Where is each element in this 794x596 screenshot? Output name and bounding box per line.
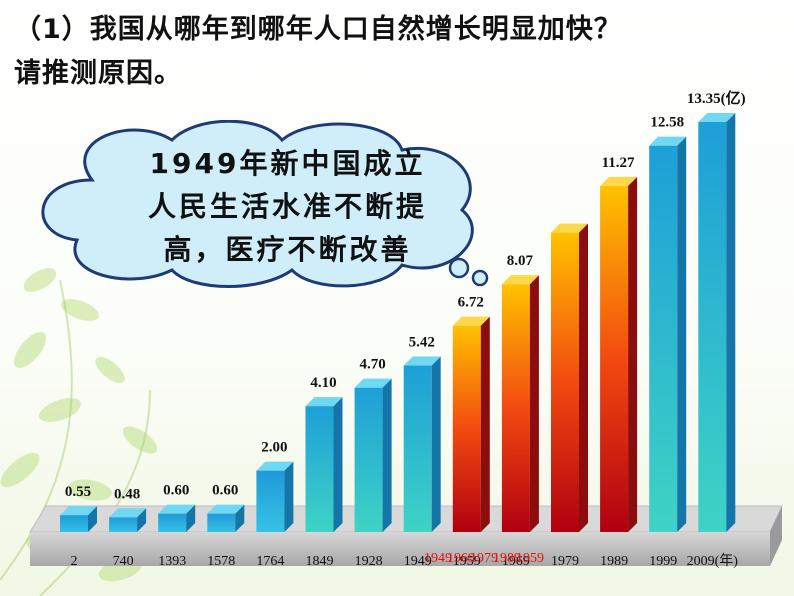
bar-front-1949	[403, 365, 432, 532]
question-text: （1）我国从哪年到哪年人口自然增长明显加快？ 请推测原因。	[14, 8, 784, 96]
highlight-year-1969: 1969	[447, 551, 475, 566]
bar-2009	[698, 113, 736, 532]
bar-1578	[207, 504, 245, 532]
callout-line-3: 高，医疗不断改善	[163, 233, 412, 266]
bar-front-1999	[649, 145, 678, 532]
value-label-1764: 2.00	[261, 440, 287, 456]
value-label-1578: 0.60	[212, 483, 238, 499]
bar-side-1979	[579, 223, 588, 532]
highlight-year-1979: 1979	[470, 551, 498, 566]
bar-front-1928	[354, 387, 383, 532]
value-label-1393: 0.60	[163, 483, 189, 499]
x-tick-1764: 1764	[256, 554, 284, 569]
value-label-1949: 5.42	[409, 335, 435, 351]
bar-side-740	[137, 508, 147, 532]
bar-front-740	[109, 517, 138, 532]
bar-1999	[649, 136, 687, 532]
highlight-year-1959: 1959	[516, 551, 544, 566]
question-line-1: （1）我国从哪年到哪年人口自然增长明显加快？	[14, 14, 622, 45]
bar-side-2009	[726, 113, 736, 532]
chart-base-front	[30, 532, 770, 566]
bar-top-1979	[551, 223, 588, 233]
x-tick-740: 740	[113, 554, 134, 569]
x-tick-1959: 1959	[453, 554, 481, 569]
bar-side-1928	[382, 378, 392, 532]
bar-1949	[403, 356, 441, 532]
bar-front-1849	[305, 406, 334, 532]
bar-top-1393	[158, 504, 196, 514]
bar-top-1578	[207, 504, 245, 514]
bar-1393	[158, 504, 196, 532]
bar-1969	[501, 275, 539, 532]
x-tick-1928: 1928	[355, 554, 383, 569]
value-label-1928: 4.70	[359, 357, 385, 373]
value-label-1989: 11.27	[602, 155, 635, 171]
x-tick-2: 2	[71, 554, 78, 569]
x-tick-1578: 1578	[207, 554, 235, 569]
bar-side-1578	[235, 504, 245, 532]
bar-front-1969	[501, 284, 530, 532]
question-line-2: 请推测原因。	[14, 58, 182, 89]
bar-1959	[452, 316, 490, 532]
bar-side-2	[88, 506, 97, 532]
value-label-2009: 13.35(亿)	[687, 89, 746, 107]
value-label-2: 0.55	[65, 484, 91, 500]
bar-1979	[551, 223, 588, 532]
bar-front-1979	[551, 232, 579, 532]
bar-top-1928	[354, 378, 392, 388]
cloud-callout-text: 1949年新中国成立 人民生活水准不断提 高，医疗不断改善	[115, 142, 460, 271]
bar-top-1949	[403, 356, 441, 366]
bar-side-1764	[284, 461, 294, 532]
bar-top-1849	[305, 397, 343, 407]
value-label-1849: 4.10	[310, 375, 336, 391]
bar-side-1999	[677, 136, 687, 532]
thought-cloud	[41, 120, 489, 288]
bar-side-1949	[431, 356, 441, 532]
bar-1849	[305, 397, 343, 532]
bar-top-1989	[600, 176, 638, 186]
value-label-1959: 6.72	[458, 295, 484, 311]
bar-front-1989	[600, 185, 629, 533]
bar-front-2009	[698, 122, 727, 532]
bar-2	[60, 506, 97, 532]
x-tick-2009: 2009(年)	[687, 553, 739, 569]
bar-front-1959	[452, 325, 481, 532]
bar-1928	[354, 378, 392, 532]
x-tick-1989: 1989	[600, 554, 628, 569]
bar-side-1989	[628, 176, 638, 533]
highlight-year-1989: 1989	[493, 551, 521, 566]
x-tick-1949: 1949	[404, 554, 432, 569]
x-tick-1849: 1849	[306, 554, 334, 569]
bar-top-2	[60, 506, 97, 516]
bar-1764	[256, 461, 294, 532]
bar-top-1969	[501, 275, 539, 285]
bar-740	[109, 508, 147, 532]
bar-1989	[600, 176, 638, 533]
x-tick-1393: 1393	[158, 554, 186, 569]
chart-base-side	[770, 506, 782, 566]
value-label-1969: 8.07	[507, 253, 534, 269]
bar-top-1764	[256, 461, 294, 471]
bar-top-1999	[649, 136, 687, 146]
bar-top-740	[109, 508, 147, 518]
callout-line-1: 1949年新中国成立	[149, 147, 426, 180]
bar-front-2	[60, 515, 88, 532]
x-tick-1999: 1999	[649, 554, 677, 569]
value-label-740: 0.48	[114, 486, 140, 502]
callout-line-2: 人民生活水准不断提	[147, 190, 427, 223]
bar-side-1969	[529, 275, 539, 532]
x-tick-1979: 1979	[551, 554, 579, 569]
bar-side-1849	[333, 397, 343, 532]
bar-side-1959	[480, 316, 490, 532]
bar-front-1764	[256, 470, 285, 532]
bar-front-1578	[207, 513, 236, 532]
bar-side-1393	[186, 504, 196, 532]
bar-top-2009	[698, 113, 736, 122]
highlight-year-1949: 1949	[424, 551, 452, 566]
x-tick-1969: 1969	[502, 554, 530, 569]
bar-front-1393	[158, 513, 187, 532]
value-label-1999: 12.58	[650, 115, 684, 131]
bar-top-1959	[452, 316, 490, 326]
